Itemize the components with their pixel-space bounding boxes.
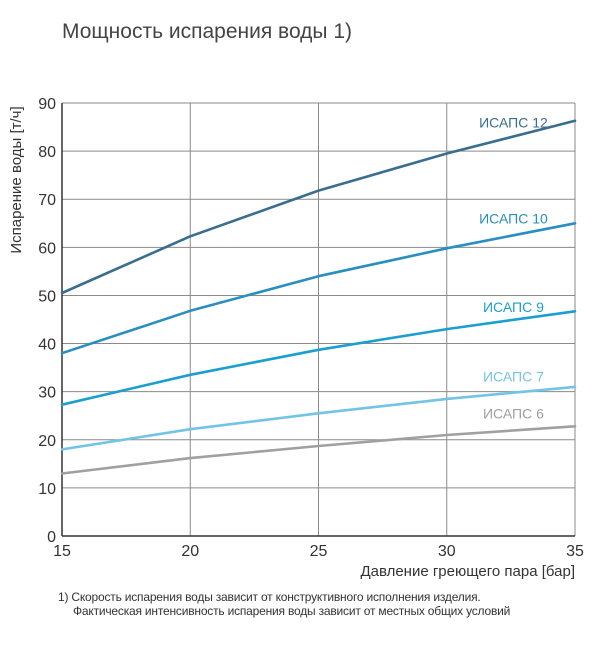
x-tick-label: 35 — [566, 543, 584, 560]
label-layer: 0 10 20 30 40 50 60 70 80 90 15 20 25 30 35 ИСАПС 12 ИСА… — [38, 96, 584, 560]
footnote-line-1: 1) Скорость испарения воды зависит от ко… — [58, 590, 481, 604]
series-line — [60, 119, 577, 295]
series-line — [60, 222, 577, 355]
series-label: ИСАПС 9 — [483, 299, 544, 315]
series-layer — [60, 119, 577, 475]
x-tick-label: 15 — [53, 543, 71, 560]
y-tick-label: 60 — [38, 240, 56, 257]
chart-title: Мощность испарения воды 1) — [62, 20, 353, 43]
x-tick-label: 20 — [181, 543, 199, 560]
y-tick-label: 0 — [47, 529, 56, 546]
series-line — [60, 424, 577, 475]
y-tick-label: 50 — [38, 288, 56, 305]
x-tick-label: 30 — [438, 543, 456, 560]
series-label: ИСАПС 10 — [479, 210, 548, 226]
y-tick-label: 30 — [38, 385, 56, 402]
y-tick-label: 40 — [38, 337, 56, 354]
y-tick-label: 20 — [38, 433, 56, 450]
footnote-line-2: Фактическая интенсивность испарения воды… — [73, 604, 511, 618]
series-label: ИСАПС 7 — [483, 369, 544, 385]
x-axis-label: Давление греющего пара [бар] — [360, 563, 575, 580]
y-tick-label: 70 — [38, 192, 56, 209]
y-tick-label: 90 — [38, 96, 56, 113]
y-tick-label: 80 — [38, 144, 56, 161]
y-tick-label: 10 — [38, 481, 56, 498]
series-label: ИСАПС 12 — [479, 115, 548, 131]
y-axis-label: Испарение воды [т/ч] — [8, 106, 25, 253]
series-label: ИСАПС 6 — [483, 405, 544, 421]
series-line — [60, 309, 577, 407]
x-tick-label: 25 — [310, 543, 328, 560]
axis-layer — [61, 103, 575, 537]
series-line — [60, 385, 577, 451]
grid-layer — [61, 102, 576, 537]
